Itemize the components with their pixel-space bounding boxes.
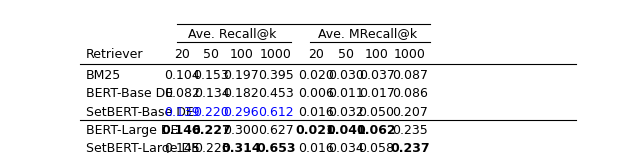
Text: SetBERT-Base DE: SetBERT-Base DE bbox=[86, 106, 194, 119]
Text: 0.032: 0.032 bbox=[328, 106, 364, 119]
Text: 0.235: 0.235 bbox=[392, 124, 428, 137]
Text: BM25: BM25 bbox=[86, 69, 121, 82]
Text: 0.016: 0.016 bbox=[298, 142, 333, 153]
Text: 0.453: 0.453 bbox=[258, 87, 294, 100]
Text: 0.006: 0.006 bbox=[298, 87, 333, 100]
Text: 0.017: 0.017 bbox=[358, 87, 394, 100]
Text: 100: 100 bbox=[229, 48, 253, 61]
Text: BERT-Base DE: BERT-Base DE bbox=[86, 87, 173, 100]
Text: 0.197: 0.197 bbox=[223, 69, 259, 82]
Text: SetBERT-Large DE: SetBERT-Large DE bbox=[86, 142, 199, 153]
Text: 0.395: 0.395 bbox=[258, 69, 294, 82]
Text: 0.134: 0.134 bbox=[194, 87, 229, 100]
Text: 0.016: 0.016 bbox=[298, 106, 333, 119]
Text: 0.296: 0.296 bbox=[223, 106, 259, 119]
Text: 20: 20 bbox=[173, 48, 189, 61]
Text: 0.139: 0.139 bbox=[164, 106, 200, 119]
Text: 0.145: 0.145 bbox=[164, 142, 200, 153]
Text: 0.146: 0.146 bbox=[162, 124, 202, 137]
Text: 0.223: 0.223 bbox=[194, 142, 229, 153]
Text: 0.050: 0.050 bbox=[358, 106, 395, 119]
Text: BERT-Large DE: BERT-Large DE bbox=[86, 124, 179, 137]
Text: 0.037: 0.037 bbox=[358, 69, 394, 82]
Text: 0.220: 0.220 bbox=[193, 106, 229, 119]
Text: 20: 20 bbox=[308, 48, 324, 61]
Text: 0.082: 0.082 bbox=[164, 87, 200, 100]
Text: 0.207: 0.207 bbox=[392, 106, 428, 119]
Text: 1000: 1000 bbox=[394, 48, 426, 61]
Text: 1000: 1000 bbox=[260, 48, 292, 61]
Text: 0.104: 0.104 bbox=[164, 69, 200, 82]
Text: 0.021: 0.021 bbox=[296, 124, 335, 137]
Text: 0.030: 0.030 bbox=[328, 69, 364, 82]
Text: 0.034: 0.034 bbox=[328, 142, 364, 153]
Text: 0.058: 0.058 bbox=[358, 142, 395, 153]
Text: 0.300: 0.300 bbox=[223, 124, 259, 137]
Text: 50: 50 bbox=[204, 48, 220, 61]
Text: 0.314: 0.314 bbox=[221, 142, 261, 153]
Text: 50: 50 bbox=[339, 48, 355, 61]
Text: 0.062: 0.062 bbox=[356, 124, 396, 137]
Text: Ave. MRecall@k: Ave. MRecall@k bbox=[318, 27, 417, 40]
Text: 0.153: 0.153 bbox=[193, 69, 229, 82]
Text: 0.237: 0.237 bbox=[390, 142, 429, 153]
Text: 0.011: 0.011 bbox=[328, 87, 364, 100]
Text: 0.612: 0.612 bbox=[258, 106, 294, 119]
Text: 100: 100 bbox=[365, 48, 388, 61]
Text: 0.227: 0.227 bbox=[191, 124, 231, 137]
Text: Retriever: Retriever bbox=[86, 48, 143, 61]
Text: 0.627: 0.627 bbox=[258, 124, 294, 137]
Text: 0.020: 0.020 bbox=[298, 69, 333, 82]
Text: 0.087: 0.087 bbox=[392, 69, 428, 82]
Text: 0.182: 0.182 bbox=[223, 87, 259, 100]
Text: 0.086: 0.086 bbox=[392, 87, 428, 100]
Text: 0.653: 0.653 bbox=[256, 142, 296, 153]
Text: 0.041: 0.041 bbox=[326, 124, 366, 137]
Text: Ave. Recall@k: Ave. Recall@k bbox=[188, 27, 276, 40]
